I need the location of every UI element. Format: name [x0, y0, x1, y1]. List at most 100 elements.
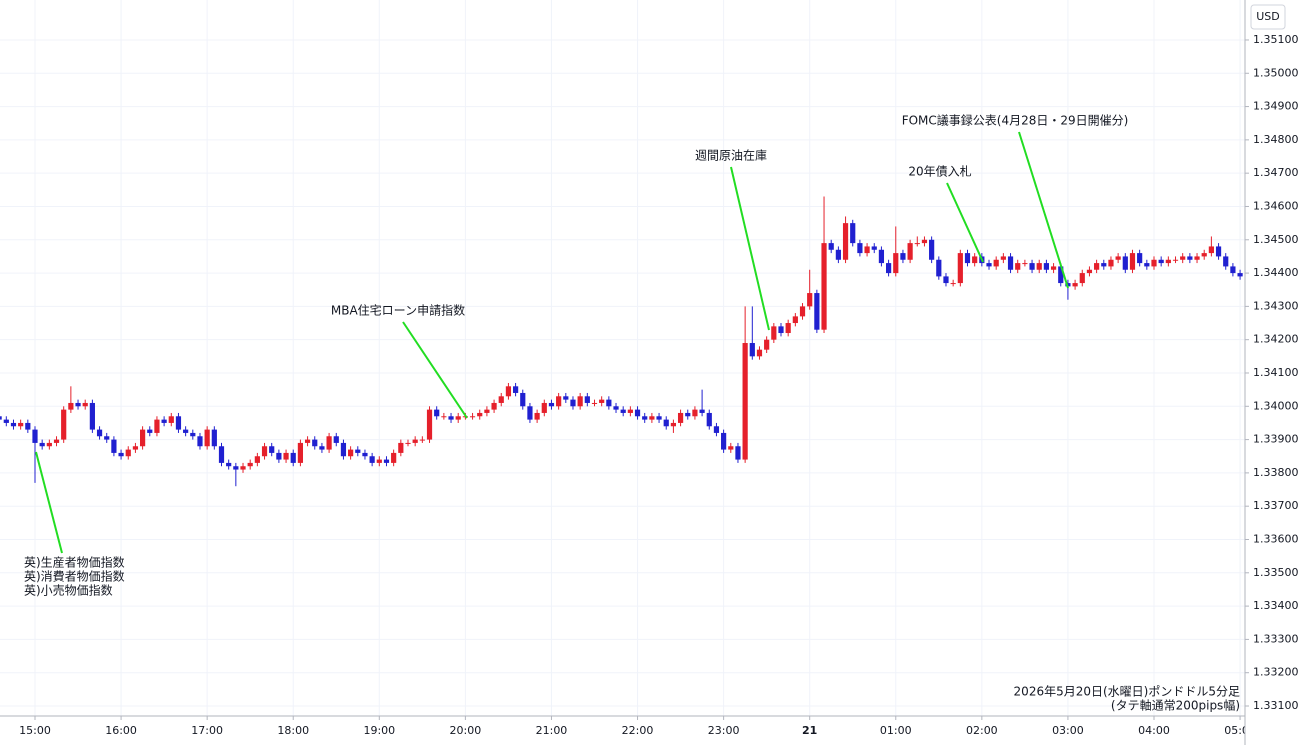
candle-body — [885, 263, 892, 274]
y-tick-label: 1.34800 — [1253, 133, 1299, 146]
candle-body — [53, 439, 60, 443]
candle-body — [104, 436, 110, 440]
annotation-line — [35, 451, 63, 554]
y-tick-label: 1.33400 — [1253, 599, 1299, 612]
candle-body — [821, 243, 827, 330]
candle-body — [541, 402, 547, 413]
candle-body — [1223, 256, 1229, 267]
candle-body — [699, 409, 705, 413]
candle-body — [183, 429, 189, 433]
candle-body — [692, 409, 698, 417]
annotation-text: FOMC議事録公表(4月28日・29日開催分) — [902, 113, 1129, 128]
candle-body — [204, 429, 210, 447]
candle-body — [1187, 256, 1193, 260]
x-tick-label: 21:00 — [536, 724, 568, 737]
candle-body — [211, 429, 217, 447]
candle-body — [111, 439, 117, 453]
candle-body — [685, 412, 691, 417]
candle-body — [355, 449, 361, 453]
currency-label: USD — [1256, 10, 1280, 23]
candle-body — [656, 416, 662, 420]
candle-body — [799, 306, 806, 317]
x-tick-label: 03:00 — [1052, 724, 1084, 737]
candle-body — [505, 386, 512, 397]
candle-body — [520, 392, 526, 407]
candle-body — [1158, 259, 1164, 264]
candle-body — [254, 456, 260, 463]
candle-body — [383, 459, 390, 463]
x-tick-label: 04:00 — [1138, 724, 1170, 737]
candle-body — [369, 456, 375, 463]
y-tick-label: 1.35000 — [1253, 66, 1299, 79]
candle-body — [591, 402, 598, 404]
candle-body — [864, 246, 870, 254]
candle-body — [1137, 253, 1143, 264]
candle-body — [1007, 256, 1014, 270]
candle-body — [376, 459, 382, 463]
candle-body — [348, 449, 354, 457]
note: (タテ軸通常200pips幅) — [1111, 698, 1240, 713]
candle-body — [319, 446, 325, 450]
candle-body — [512, 386, 519, 393]
candle-body — [627, 409, 633, 413]
candle-body — [1036, 263, 1042, 270]
y-tick-label: 1.33300 — [1253, 632, 1299, 645]
candle-body — [1122, 256, 1128, 270]
y-tick-label: 1.33200 — [1253, 666, 1299, 679]
candle-body — [728, 446, 734, 450]
plot-area: 15:00 16:00 17:00 18:00 19:00 20:00 21:00 22:00… — [0, 0, 1245, 737]
candle-body — [814, 293, 820, 330]
x-tick-label: 17:00 — [191, 724, 223, 737]
candle-body — [75, 402, 81, 407]
candle-body — [10, 422, 17, 427]
candle-body — [132, 446, 139, 450]
candle-body — [764, 339, 770, 350]
candle-body — [240, 466, 246, 470]
candle-body — [749, 343, 755, 357]
candle-body — [326, 436, 332, 450]
candle-body — [491, 402, 497, 410]
candle-body — [32, 429, 38, 443]
candle-body — [1101, 263, 1107, 267]
y-tick-label: 1.33500 — [1253, 566, 1299, 579]
candle-body — [1144, 263, 1150, 267]
candle-body — [455, 416, 461, 420]
candle-body — [139, 429, 146, 447]
x-tick-label: 15:00 — [19, 724, 51, 737]
candle-body — [96, 429, 103, 437]
candle-body — [548, 402, 555, 407]
candle-body — [943, 276, 949, 284]
candle-body — [412, 439, 418, 443]
candle-body — [721, 432, 727, 450]
candle-body — [1151, 259, 1157, 267]
candle-body — [1230, 266, 1236, 274]
x-tick-label: 16:00 — [105, 724, 137, 737]
y-tick-label: 1.34100 — [1253, 366, 1299, 379]
candle-body — [1094, 263, 1100, 270]
candle-body — [893, 253, 899, 274]
candle-body — [670, 422, 677, 427]
candle-body — [89, 402, 95, 430]
candle-body — [405, 442, 411, 444]
candle-body — [233, 466, 239, 470]
candle-body — [168, 416, 174, 423]
y-tick-label: 1.34600 — [1253, 199, 1299, 212]
candle-body — [706, 412, 712, 427]
candle-body — [125, 449, 131, 457]
candle-body — [936, 259, 942, 277]
y-tick-label: 1.33900 — [1253, 433, 1299, 446]
y-tick-label: 1.35100 — [1253, 33, 1299, 46]
candle-body — [921, 239, 928, 244]
candle-body — [742, 343, 748, 460]
candle-body — [218, 446, 225, 463]
candle-body — [1022, 263, 1028, 265]
annotation-text: 20年債入札 — [908, 164, 971, 179]
candle-body — [986, 263, 992, 267]
candle-body — [1180, 256, 1186, 260]
candle-body — [1050, 266, 1057, 270]
candle-body — [391, 452, 397, 463]
annotation-line — [402, 321, 468, 419]
candle-body — [807, 293, 813, 307]
candle-body — [1029, 263, 1035, 270]
